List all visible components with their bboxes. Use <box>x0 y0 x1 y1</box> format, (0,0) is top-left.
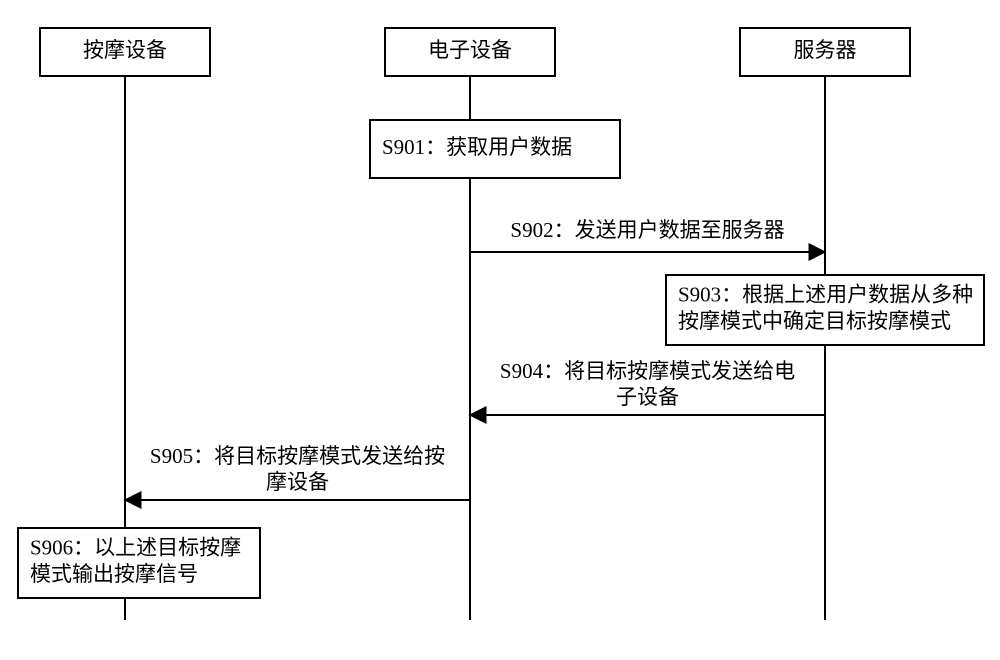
step-text-s901-0: S901：获取用户数据 <box>382 135 572 159</box>
arrow-text-s904-1: 子设备 <box>616 385 679 409</box>
arrow-text-s904-0: S904：将目标按摩模式发送给电 <box>500 359 795 383</box>
step-text-s906-1: 模式输出按摩信号 <box>30 562 198 586</box>
arrow-text-s902-0: S902：发送用户数据至服务器 <box>510 218 784 242</box>
step-text-s903-0: S903：根据上述用户数据从多种 <box>678 283 973 307</box>
participant-label-server: 服务器 <box>794 38 857 62</box>
participant-label-massage: 按摩设备 <box>83 38 167 62</box>
step-text-s906-0: S906：以上述目标按摩 <box>30 536 241 560</box>
participant-label-electronic: 电子设备 <box>428 38 512 62</box>
step-text-s903-1: 按摩模式中确定目标按摩模式 <box>678 309 951 333</box>
arrow-text-s905-1: 摩设备 <box>266 470 329 494</box>
arrow-text-s905-0: S905：将目标按摩模式发送给按 <box>150 444 445 468</box>
